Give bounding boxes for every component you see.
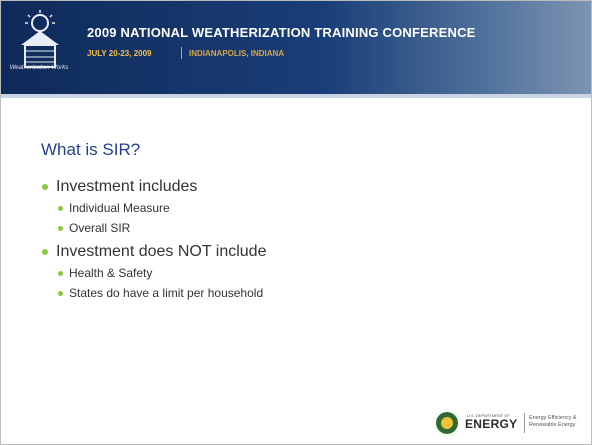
bullet-dot bbox=[58, 291, 63, 296]
sub-bullet: Overall SIR bbox=[69, 221, 130, 235]
bullet-dot bbox=[42, 249, 48, 255]
doe-energy: ENERGY bbox=[465, 417, 517, 431]
bullet: Investment includes bbox=[56, 178, 197, 196]
sub-bullet: Individual Measure bbox=[69, 201, 170, 215]
bullet-dot bbox=[58, 226, 63, 231]
divider bbox=[181, 47, 182, 59]
header-band bbox=[1, 1, 591, 94]
bullet-dot bbox=[58, 206, 63, 211]
bullet-dot bbox=[58, 271, 63, 276]
conference-title: 2009 NATIONAL WEATHERIZATION TRAINING CO… bbox=[87, 25, 476, 40]
conference-logo bbox=[11, 9, 69, 87]
doe-seal bbox=[435, 411, 459, 435]
sub-bullet: Health & Safety bbox=[69, 266, 152, 280]
divider bbox=[524, 413, 525, 433]
eere-office: Energy Efficiency & Renewable Energy bbox=[529, 415, 583, 429]
logo-caption: Weatherization Works bbox=[7, 65, 71, 72]
bullet: Investment does NOT include bbox=[56, 243, 266, 261]
conference-dates: JULY 20-23, 2009 bbox=[87, 49, 152, 58]
conference-location: INDIANAPOLIS, INDIANA bbox=[189, 49, 284, 58]
sub-bullet: States do have a limit per household bbox=[69, 286, 263, 300]
slide: Weatherization Works 2009 NATIONAL WEATH… bbox=[0, 0, 592, 445]
bullet-dot bbox=[42, 184, 48, 190]
slide-title: What is SIR? bbox=[41, 140, 140, 160]
header-rule bbox=[1, 94, 591, 98]
